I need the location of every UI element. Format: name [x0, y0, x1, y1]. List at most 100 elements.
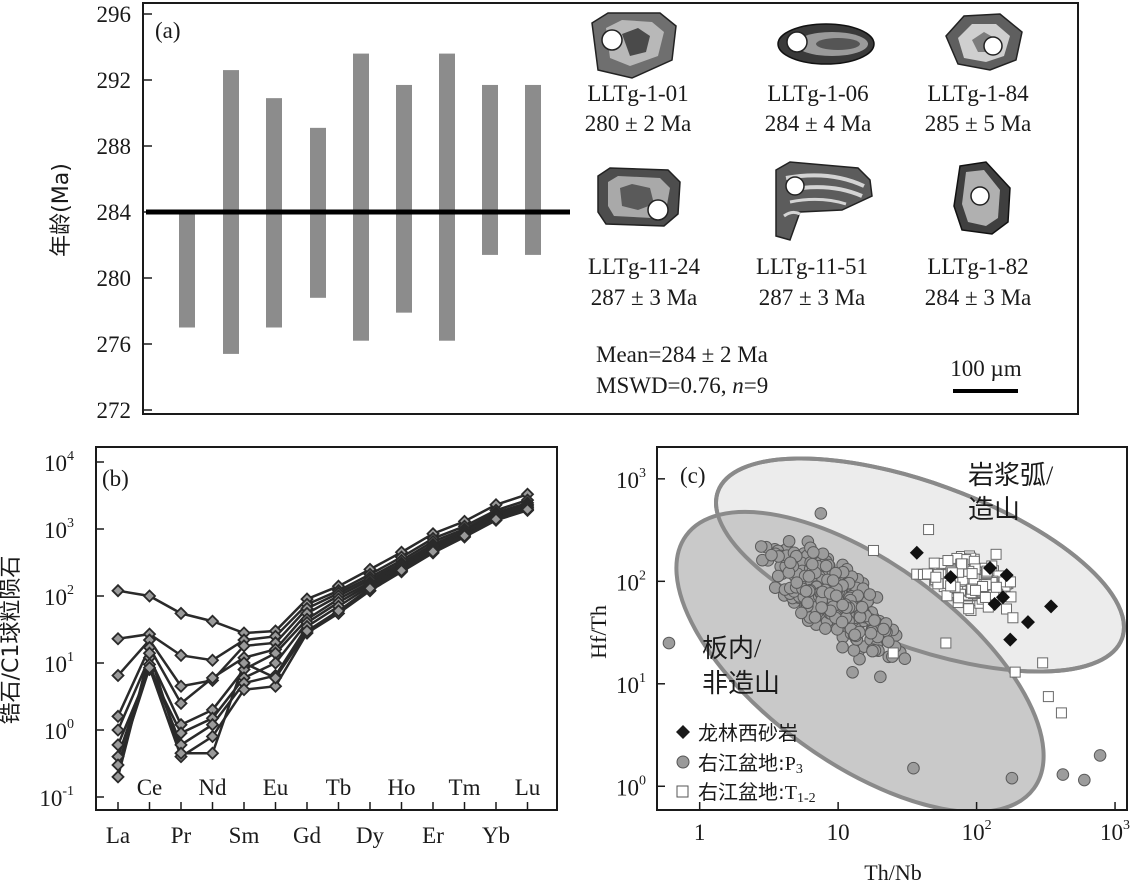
y-tick-label: 100 [616, 773, 646, 800]
zircon-grain-image-1 [591, 12, 677, 79]
ree-data-point [237, 682, 251, 697]
panel-c-y-axis: 100 101 102 103 [616, 466, 665, 800]
ree-data-point [205, 671, 220, 685]
ree-data-point [331, 604, 346, 618]
x-tick-label: 102 [962, 818, 992, 845]
p3-data-point [830, 589, 843, 603]
x-tick-label-bottom: Sm [229, 823, 260, 848]
longlinxi-data-point [1044, 599, 1059, 614]
arc-field-label-1: 岩浆弧/ [968, 461, 1054, 490]
age-error-bar [525, 84, 541, 255]
ree-data-point [489, 512, 503, 526]
ree-data-point [205, 729, 220, 744]
panel-c-legend: 龙林西砂岩 右江盆地:P3 右江盆地:T1-2 [676, 721, 816, 806]
p3-data-point [808, 611, 822, 624]
panel-c-y-axis-label: Hf/Th [586, 605, 611, 659]
longlinxi-points [909, 545, 1059, 647]
p3-data-point [846, 666, 859, 679]
longlinxi-data-point [909, 545, 924, 560]
x-tick-label-bottom: Dy [356, 823, 385, 848]
grain-4-name: LLTg-11-24 [588, 254, 701, 279]
ree-data-point [111, 723, 125, 737]
panel-b-y-axis: 10-1 100 101 102 103 104 [39, 449, 104, 811]
p3-data-point [814, 507, 828, 520]
p3-data-point [847, 644, 861, 657]
x-tick-label: 1 [694, 820, 706, 845]
t12-data-point [963, 603, 975, 615]
longlinxi-data-point [987, 597, 1002, 612]
x-tick-label-inner: Lu [515, 775, 541, 800]
p3-data-point [1005, 771, 1019, 785]
p3-data-point [848, 628, 862, 642]
p3-data-point [877, 622, 890, 636]
legend-diamond-icon [676, 725, 690, 739]
age-error-bar [439, 53, 455, 341]
t12-data-point [1037, 657, 1049, 669]
ree-data-point [520, 502, 535, 517]
t12-data-point [966, 568, 978, 580]
p3-data-point [790, 576, 804, 589]
t12-data-point [969, 584, 981, 596]
legend-square-icon [676, 785, 689, 798]
panel-a-y-axis: 272 276 280 284 288 292 296 [97, 2, 152, 423]
y-tick-label: 104 [44, 449, 74, 476]
x-tick-label-bottom: Yb [482, 823, 510, 848]
grain-3-age: 285 ± 5 Ma [925, 111, 1032, 136]
x-tick-label-inner: Tb [326, 775, 352, 800]
p3-data-point [864, 626, 878, 640]
x-tick-label-bottom: Gd [293, 823, 322, 848]
ree-data-point [205, 614, 220, 629]
t12-data-point [930, 571, 942, 583]
t12-data-point [867, 544, 879, 556]
panel-a-label: (a) [155, 18, 181, 43]
t12-data-point [1001, 603, 1013, 615]
mean-age-text: Mean=284 ± 2 Ma [596, 342, 768, 367]
y-tick-label: 284 [97, 200, 132, 225]
panel-b-label: (b) [102, 466, 129, 491]
grain-1-age: 280 ± 2 Ma [585, 111, 692, 136]
t12-data-point [887, 647, 899, 659]
p3-points [662, 507, 1107, 787]
panel-c-frame [656, 446, 1128, 811]
mswd-text: MSWD=0.76, n=9 [596, 373, 768, 398]
p3-data-point [662, 636, 676, 650]
p3-data-point [765, 548, 778, 562]
grain-5-age: 287 ± 3 Ma [759, 285, 866, 310]
ree-data-point [174, 696, 188, 711]
t12-data-point [990, 548, 1002, 560]
x-tick-label-bottom: Er [422, 823, 444, 848]
y-tick-label: 10-1 [39, 784, 74, 811]
ree-data-point [174, 746, 188, 761]
p3-data-point [866, 644, 879, 658]
p3-data-point [853, 652, 866, 666]
p3-data-point [801, 596, 814, 610]
x-tick-label-inner: Ho [387, 775, 415, 800]
zircon-grain-image-3 [945, 13, 1023, 71]
p3-data-point [874, 670, 887, 684]
panel-a-age-bars [179, 53, 541, 354]
p3-data-point [806, 557, 819, 571]
ree-pattern-lines [111, 487, 535, 784]
p3-data-point [836, 598, 849, 612]
grain-6-name: LLTg-1-82 [927, 254, 1028, 279]
zircon-grain-image-5 [775, 161, 873, 241]
age-error-bar [353, 53, 369, 341]
t12-data-point [953, 592, 965, 604]
x-tick-label: 10 [827, 820, 850, 845]
y-tick-label: 272 [97, 398, 132, 423]
y-tick-label: 296 [97, 2, 132, 27]
panel-b-frame [95, 446, 558, 811]
t12-data-point [942, 555, 954, 567]
panel-a-frame [142, 2, 1079, 415]
longlinxi-data-point [1020, 615, 1035, 630]
x-tick-label-inner: Eu [263, 775, 289, 800]
p3-data-point [784, 556, 797, 570]
t12-data-point [1055, 707, 1067, 719]
age-error-bar [396, 84, 412, 313]
t12-data-point [1042, 691, 1054, 703]
ree-data-point [300, 624, 314, 638]
ree-data-point [363, 581, 377, 596]
y-tick-label: 103 [44, 516, 74, 543]
t12-data-point [1009, 666, 1021, 678]
